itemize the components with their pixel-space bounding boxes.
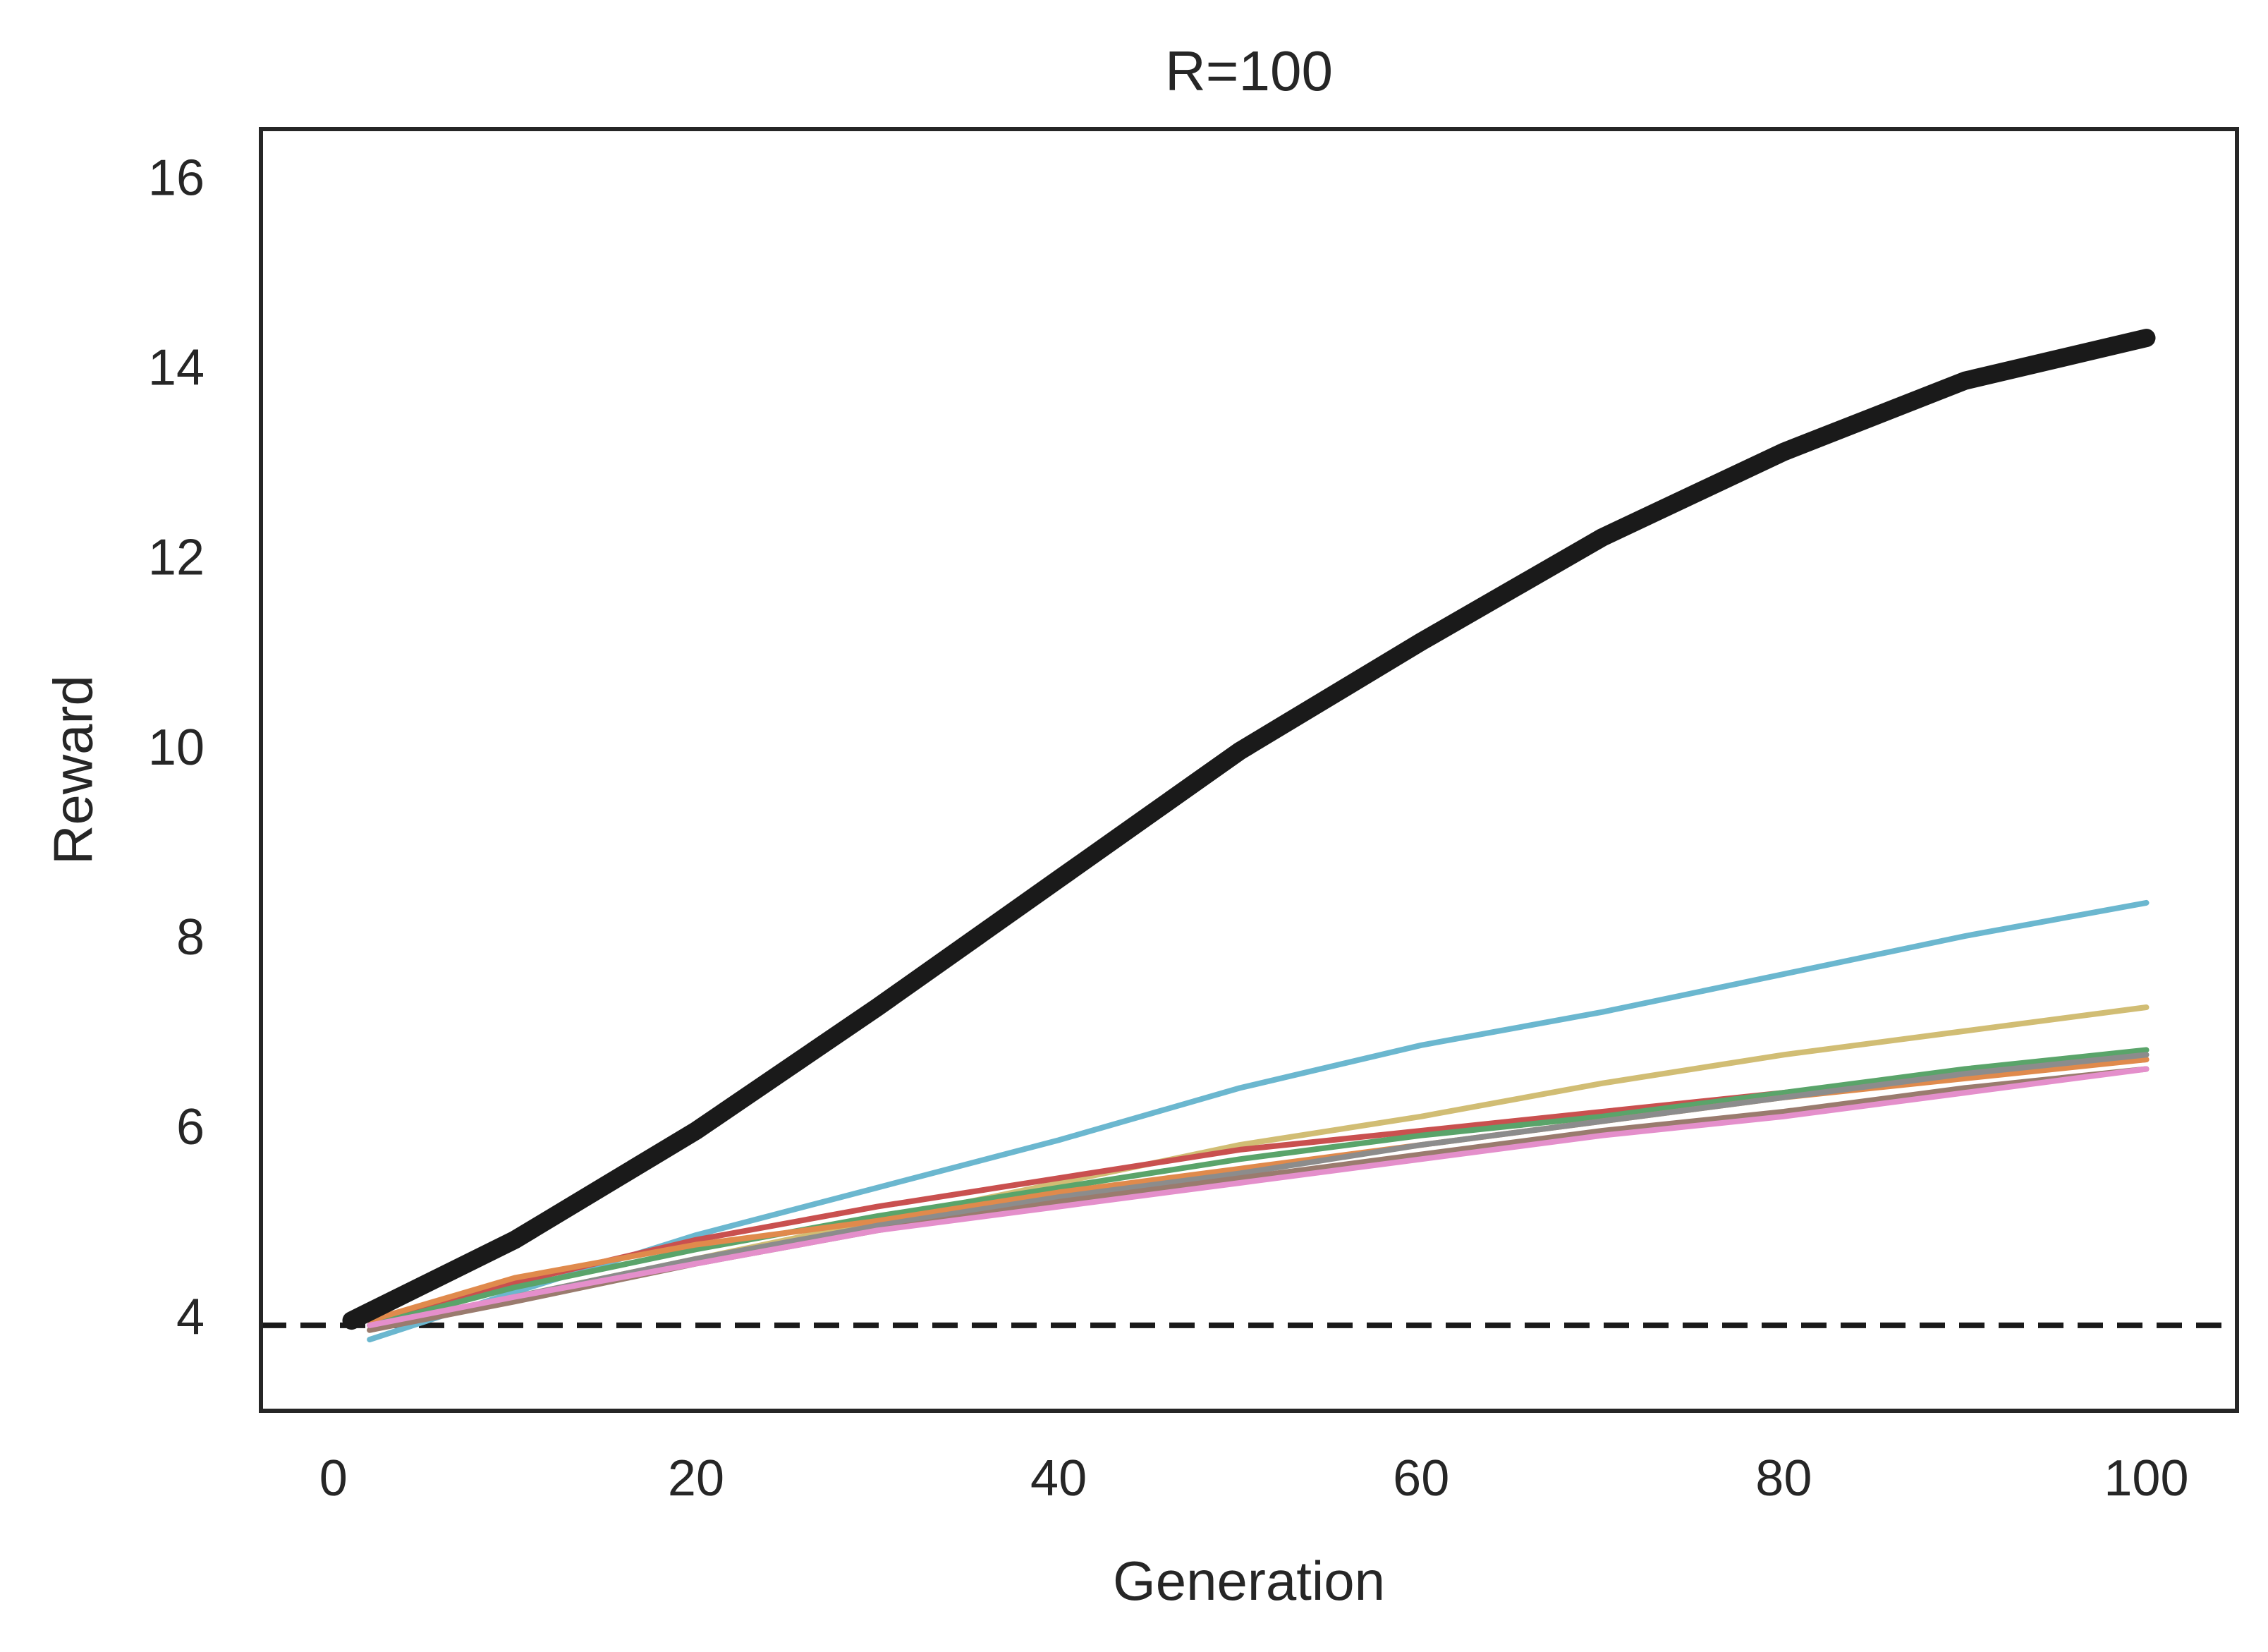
y-tick-label: 4 [176,1289,205,1345]
y-tick-label: 16 [148,150,205,206]
x-axis-title: Generation [1113,1550,1385,1612]
y-tick-label: 6 [176,1099,205,1155]
x-tick-label: 100 [2104,1450,2188,1507]
y-tick-label: 8 [176,909,205,966]
y-tick-label: 12 [148,530,205,586]
x-tick-label: 0 [319,1450,348,1507]
y-tick-label: 14 [148,339,205,396]
series-line-4 [367,1047,2150,1328]
series-line-8 [367,1066,2150,1328]
x-tick-label: 20 [668,1450,724,1507]
chart-title: R=100 [1165,40,1333,102]
series-line-7 [367,1066,2150,1333]
x-tick-label: 80 [1755,1450,1812,1507]
x-tick-label: 60 [1393,1450,1449,1507]
x-tick-label: 40 [1030,1450,1087,1507]
y-axis-title: Reward [42,675,104,865]
series-line-0 [342,329,2156,1330]
y-tick-label: 10 [148,719,205,776]
plot-frame [259,127,2239,1413]
series-line-6 [367,1052,2150,1333]
